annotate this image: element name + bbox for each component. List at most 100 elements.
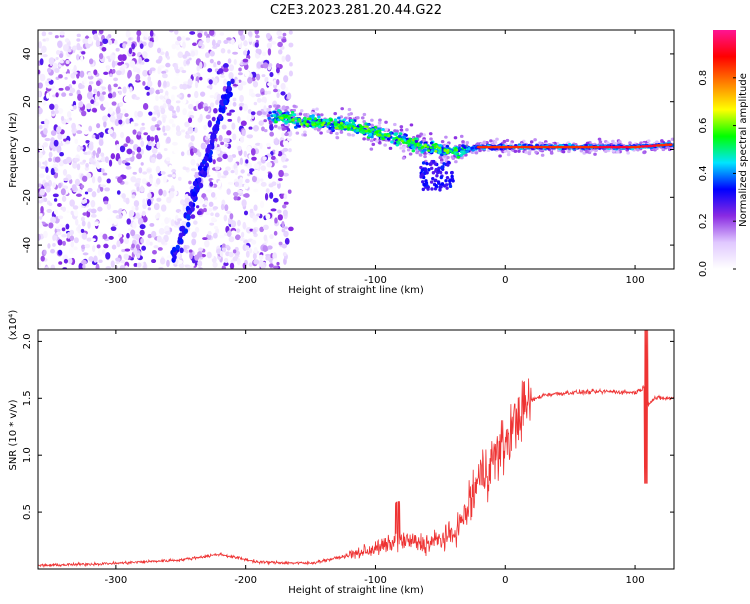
spectrogram-cell (593, 152, 597, 156)
spectrogram-cell (56, 126, 62, 134)
spectrogram-cell (204, 240, 210, 248)
spectrogram-cell (259, 226, 264, 233)
spectrogram-cell (56, 228, 61, 232)
colorbar: 0.0 0.2 0.4 0.6 0.8 Normalized spectral ampl… (698, 30, 749, 277)
spectrogram-cell (253, 188, 259, 193)
spectrogram-cell (295, 122, 300, 126)
spectrogram-cell (86, 91, 93, 100)
spectrogram-cell (147, 233, 152, 239)
spectrogram-cell (247, 31, 253, 37)
spectrogram-cell (268, 63, 273, 67)
spectrogram-cell (121, 108, 127, 115)
spectrogram-cell (64, 76, 68, 80)
spectrogram-cell (75, 54, 80, 61)
spectrogram-cell (73, 237, 79, 244)
spectrogram-cell (136, 252, 141, 259)
spectrogram-cell (166, 255, 172, 259)
spectrogram-cell (280, 116, 284, 120)
spectrogram-cell (648, 144, 654, 148)
spectrogram-cell (558, 145, 564, 149)
spectrogram-cell (98, 96, 103, 100)
spectrogram-cell (63, 44, 69, 52)
spectrogram-cell (153, 245, 159, 249)
spectrogram-cell (166, 259, 170, 268)
spectrogram-cell (175, 68, 180, 74)
spectrogram-cell (202, 170, 208, 177)
spectrogram-cell (140, 185, 144, 193)
spectrogram-cell (230, 220, 237, 228)
spectrogram-cell (197, 260, 203, 268)
spectrogram-cell (80, 228, 85, 234)
spectrogram-cell (80, 216, 86, 222)
spectrogram-cell (256, 110, 263, 116)
spectrogram-cell (92, 150, 96, 156)
spectrogram-cell (253, 101, 258, 106)
spectrogram-cell (55, 226, 60, 230)
spectrogram-cell (335, 132, 339, 136)
spectrogram-cell (289, 62, 293, 67)
spectrogram-cell (175, 130, 182, 137)
spectrogram-cell (261, 126, 265, 132)
spectrogram-cell (378, 129, 382, 132)
spectrogram-cell (63, 258, 68, 264)
spectrogram-cell (44, 266, 50, 269)
spectrogram-cell (248, 88, 254, 93)
spectrogram-cell (171, 168, 177, 173)
spectrogram-cell (116, 240, 121, 248)
spectrogram-cell (459, 134, 464, 138)
spectrogram-cell (275, 149, 279, 156)
spectrogram-cell (162, 189, 167, 197)
spectrogram-cell (144, 33, 149, 38)
spectrogram-cell (181, 70, 187, 74)
spectrogram-cell (192, 42, 197, 47)
spectrogram-cell (102, 249, 106, 255)
spectrogram-cell (58, 261, 63, 265)
spectrogram-cell (442, 162, 446, 166)
spectrogram-cell (423, 144, 427, 147)
spectrogram-cell (340, 107, 344, 111)
spectrogram-cell (150, 136, 155, 142)
spectrogram-cell (227, 58, 232, 64)
spectrogram-cell (220, 48, 226, 54)
spectrogram-cell (85, 139, 90, 144)
spectrogram-cell (38, 124, 43, 130)
spectrogram-cell (255, 142, 261, 146)
spectrogram-cell (462, 144, 466, 148)
spectrogram-cell (115, 144, 120, 152)
spectrogram-cell (432, 159, 436, 164)
spectrogram-cell (254, 30, 260, 35)
spectrogram-cell (151, 156, 156, 164)
spectrogram-cell (219, 250, 224, 257)
spectrogram-cell (228, 236, 235, 243)
spectrogram-cell (250, 239, 257, 245)
spectrogram-cell (420, 172, 425, 177)
spectrogram-cell (168, 164, 173, 171)
spectrogram-cell (162, 116, 166, 124)
spectrogram-cell (401, 156, 406, 160)
spectrogram-cell (219, 234, 225, 239)
spectrogram-cell (258, 120, 265, 126)
spectrogram-cell (223, 67, 229, 73)
spectrogram-cell (187, 78, 193, 86)
spectrogram-cell (396, 141, 401, 145)
spectrogram-cell (46, 67, 52, 73)
spectrogram-cell (102, 91, 106, 95)
spectrogram-cell (158, 188, 163, 196)
spectrogram-cell (208, 201, 214, 207)
spectrogram-cell (282, 127, 287, 131)
spectrogram-cell (101, 86, 107, 90)
spectrogram-cell (397, 134, 402, 138)
y-tick-label: -20 (22, 189, 33, 205)
spectrogram-cell (579, 149, 584, 153)
spectrogram-cell (330, 127, 335, 131)
spectrogram-cell (67, 257, 73, 265)
spectrogram-cell (429, 146, 433, 150)
spectrogram-cell (39, 73, 46, 82)
spectrogram-cell (189, 31, 196, 35)
spectrogram-cell (226, 210, 232, 214)
spectrogram-cell (206, 251, 212, 259)
spectrogram-cell (116, 190, 121, 195)
spectrogram-cell (239, 237, 245, 242)
spectrogram-cell (70, 241, 75, 248)
